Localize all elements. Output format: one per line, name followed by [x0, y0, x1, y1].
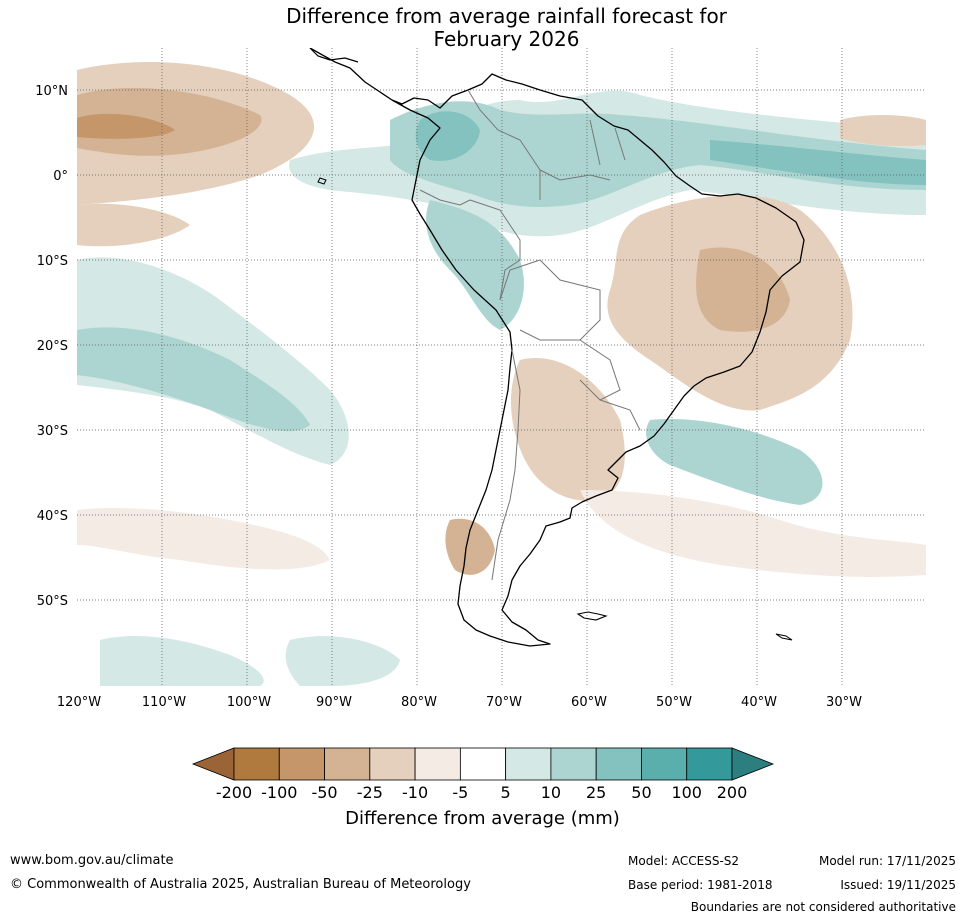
south-america-coastline — [309, 48, 805, 647]
lon-label: 110°W — [142, 695, 186, 710]
south-georgia-island — [775, 633, 793, 641]
lon-label: 90°W — [316, 695, 352, 710]
falkland-islands — [576, 611, 608, 621]
lat-label: 20°S — [37, 339, 68, 354]
colorbar-tick-label: -200 — [215, 783, 253, 802]
rainfall-anomaly-shading — [77, 62, 926, 686]
dry-region-argentina — [510, 358, 625, 501]
dry-region-atlantic-north — [840, 115, 926, 147]
website-link[interactable]: www.bom.gov.au/climate — [10, 853, 174, 868]
lon-label: 60°W — [571, 695, 607, 710]
colorbar-tick-label: -5 — [452, 783, 469, 802]
colorbar-tick-label: 25 — [585, 783, 607, 802]
wet-region-colombia — [415, 111, 480, 161]
lon-label: 50°W — [656, 695, 692, 710]
lat-label: 40°S — [37, 509, 68, 524]
wet-region-southern-ocean — [100, 635, 264, 686]
colorbar-tick-label: -50 — [311, 783, 338, 802]
colorbar-swatch — [550, 747, 597, 781]
border-colombia-venezuela — [467, 89, 541, 200]
colorbar-swatch — [595, 747, 642, 781]
dry-region-south-atlantic — [580, 490, 926, 577]
colorbar-tick-label: -25 — [356, 783, 383, 802]
colorbar-swatch — [278, 747, 325, 781]
lat-label: 50°S — [37, 594, 68, 609]
colorbar-swatch — [369, 747, 416, 781]
border-guianas — [589, 119, 626, 166]
dry-region-east-pacific-core — [77, 87, 262, 156]
colorbar-swatch — [459, 747, 507, 781]
boundaries-disclaimer: Boundaries are not considered authoritat… — [690, 900, 956, 914]
map-title-line-2: February 2026 — [433, 27, 580, 51]
border-chile-argentina — [491, 349, 521, 581]
lon-label: 120°W — [57, 695, 101, 710]
base-period: Base period: 1981-2018 — [628, 878, 773, 892]
colorbar-extend-low — [191, 747, 235, 781]
border-bolivia — [499, 259, 601, 341]
colorbar-tick-label: 200 — [716, 783, 748, 802]
model-run-date: Model run: 17/11/2025 — [818, 854, 956, 868]
dry-region-patagonia — [445, 518, 495, 575]
colorbar — [191, 747, 775, 781]
model-name: Model: ACCESS-S2 — [628, 854, 740, 868]
wet-region-south-atlantic — [646, 419, 823, 505]
wet-region-southern-ocean-east — [285, 636, 400, 686]
dry-region-south-pacific — [77, 508, 330, 570]
lon-label: 80°W — [401, 695, 437, 710]
graticule — [77, 48, 926, 686]
colorbar-swatch — [414, 747, 461, 781]
issued-date: Issued: 19/11/2025 — [840, 878, 956, 892]
central-america-coastline — [309, 48, 359, 63]
border-argentina-brazil — [599, 399, 641, 431]
border-ecuador-peru — [419, 189, 471, 206]
colorbar-swatch — [505, 747, 552, 781]
colorbar-tick-label: -10 — [402, 783, 429, 802]
border-venezuela-brazil — [539, 169, 611, 181]
lat-label: 30°S — [37, 424, 68, 439]
copyright-notice: © Commonwealth of Australia 2025, Austra… — [10, 877, 471, 892]
colorbar-extend-high — [731, 747, 775, 781]
lon-label: 70°W — [486, 695, 522, 710]
country-borders — [419, 89, 641, 581]
colorbar-tick-label: -100 — [261, 783, 298, 802]
dry-region-east-pacific-peak — [77, 113, 175, 139]
lat-label: 0° — [53, 169, 68, 184]
colorbar-title: Difference from average (mm) — [345, 808, 620, 829]
dry-region-equatorial-pacific — [77, 203, 190, 247]
galapagos-islands — [317, 177, 327, 185]
colorbar-tick-label: 10 — [540, 783, 562, 802]
coastlines — [309, 48, 805, 647]
colorbar-swatch — [686, 747, 733, 781]
lon-label: 100°W — [227, 695, 271, 710]
latitude-labels: 10°N 0° 10°S 20°S 30°S 40°S 50°S — [35, 84, 68, 609]
map-title-line-1: Difference from average rainfall forecas… — [286, 4, 727, 28]
colorbar-swatch — [233, 747, 280, 781]
wet-region-andes — [426, 200, 524, 330]
colorbar-swatch — [641, 747, 688, 781]
longitude-labels: 120°W 110°W 100°W 90°W 80°W 70°W 60°W 50… — [57, 695, 862, 710]
colorbar-swatch — [324, 747, 371, 781]
border-peru-brazil — [469, 199, 521, 301]
colorbar-tick-label: 100 — [671, 783, 702, 802]
lon-label: 40°W — [741, 695, 777, 710]
border-paraguay — [579, 339, 621, 401]
wet-region-south-pacific-core — [77, 327, 310, 432]
lat-label: 10°S — [37, 254, 68, 269]
lat-label: 10°N — [35, 84, 68, 99]
colorbar-tick-label: 50 — [631, 783, 652, 802]
lon-label: 30°W — [826, 695, 862, 710]
wet-band-itcz-core — [390, 101, 926, 207]
colorbar-tick-label: 5 — [500, 783, 511, 802]
wet-band-itcz-peak — [710, 140, 926, 185]
